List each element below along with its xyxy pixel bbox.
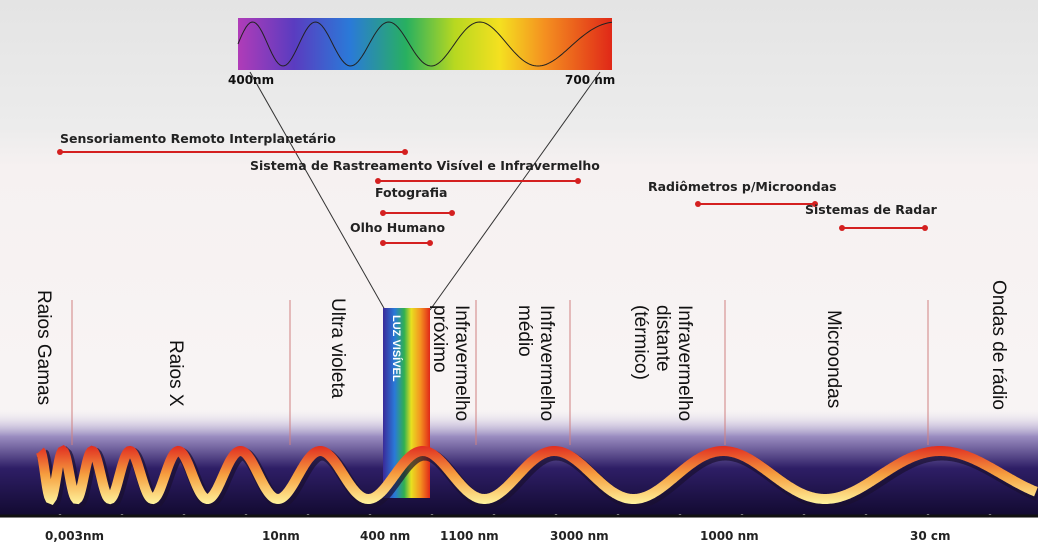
scale-area <box>0 518 1038 556</box>
spectrum-start: 400nm <box>228 73 274 87</box>
scale-label: 30 cm <box>910 529 951 543</box>
band-label: (térmico) <box>630 305 651 380</box>
application-label: Fotografia <box>375 185 447 200</box>
band-label: Infravermelho <box>451 305 472 421</box>
spectrum-end: 700 nm <box>565 73 615 87</box>
application-label: Sistemas de Radar <box>805 202 938 217</box>
scale-label: 1100 nm <box>440 529 499 543</box>
application-label: Sistema de Rastreamento Visível e Infrav… <box>250 158 600 173</box>
application-label: Sensoriamento Remoto Interplanetário <box>60 131 336 146</box>
range-end <box>922 225 928 231</box>
range-end <box>380 240 386 246</box>
range-end <box>449 210 455 216</box>
range-end <box>57 149 63 155</box>
band-label: Ultra violeta <box>327 298 348 399</box>
band-label: próximo <box>429 305 450 373</box>
scale-label: 3000 nm <box>550 529 609 543</box>
scale-label: 10nm <box>262 529 300 543</box>
application-label: Olho Humano <box>350 220 445 235</box>
range-end <box>839 225 845 231</box>
range-end <box>375 178 381 184</box>
scale-label: 0,003nm <box>45 529 104 543</box>
band-label: médio <box>514 305 535 357</box>
application-label: Radiômetros p/Microondas <box>648 179 837 194</box>
band-label: distante <box>652 305 673 372</box>
range-end <box>402 149 408 155</box>
range-end <box>380 210 386 216</box>
band-label: Infravermelho <box>536 305 557 421</box>
band-label: Raios Gamas <box>33 290 54 405</box>
visible-spectrum <box>238 18 612 70</box>
range-end <box>695 201 701 207</box>
range-end <box>427 240 433 246</box>
spectrum-diagram: 400nm 700 nm Sensoriamento Remoto Interp… <box>0 0 1038 556</box>
scale-label: 400 nm <box>360 529 410 543</box>
band-label: Ondas de rádio <box>988 280 1009 410</box>
scale-label: 1000 nm <box>700 529 759 543</box>
band-label: Infravermelho <box>674 305 695 421</box>
band-label: Raios X <box>165 340 186 407</box>
band-label: LUZ VISÍVEL <box>390 315 403 382</box>
band-label: Microondas <box>823 310 844 408</box>
range-end <box>575 178 581 184</box>
